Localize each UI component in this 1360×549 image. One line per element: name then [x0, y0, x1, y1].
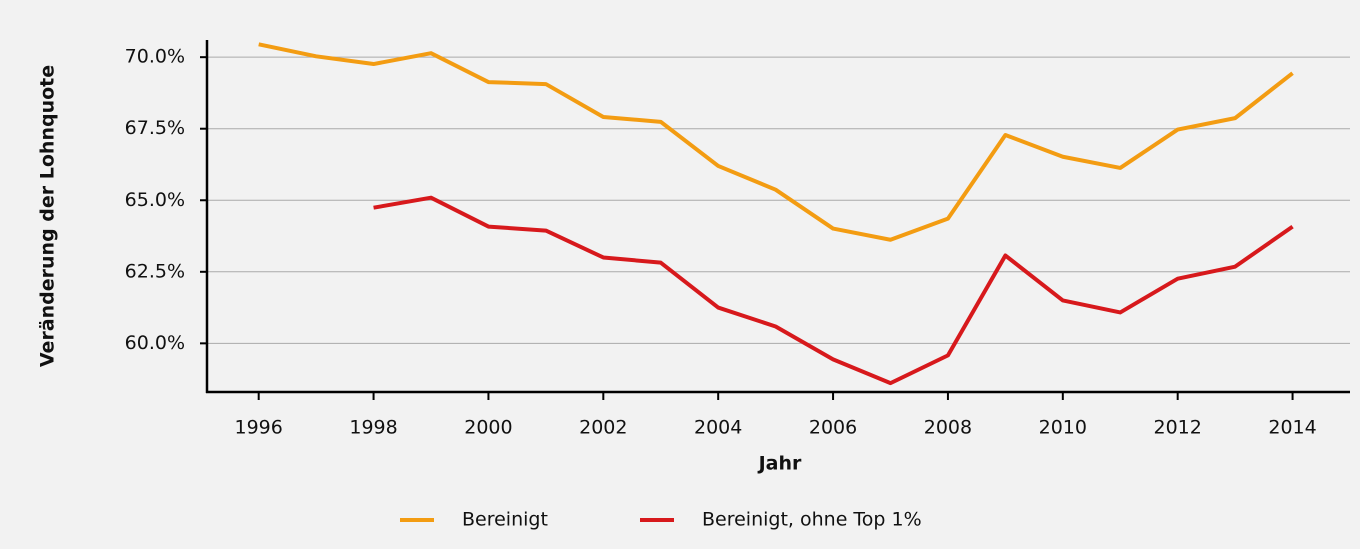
x-tick-label: 2012 — [1154, 417, 1202, 439]
y-tick-label: 67.5% — [125, 117, 185, 139]
x-tick-label: 2004 — [694, 417, 742, 439]
y-tick-label: 62.5% — [125, 260, 185, 282]
x-tick-label: 1998 — [349, 417, 397, 439]
legend-label: Bereinigt, ohne Top 1% — [702, 509, 922, 531]
x-tick-label: 2000 — [464, 417, 512, 439]
x-tick-label: 2008 — [924, 417, 972, 439]
x-tick-label: 2006 — [809, 417, 857, 439]
x-tick-label: 2002 — [579, 417, 627, 439]
y-axis-label: Veränderung der Lohnquote — [37, 65, 59, 367]
x-axis-label: Jahr — [757, 453, 802, 475]
y-tick-label: 70.0% — [125, 46, 185, 68]
y-tick-label: 60.0% — [125, 332, 185, 354]
x-tick-label: 2014 — [1268, 417, 1316, 439]
x-tick-label: 1996 — [235, 417, 283, 439]
series-line — [373, 195, 1294, 386]
y-tick-label: 65.0% — [125, 189, 185, 211]
series-line — [258, 42, 1294, 242]
x-tick-label: 2010 — [1039, 417, 1087, 439]
legend-label: Bereinigt — [462, 509, 548, 531]
